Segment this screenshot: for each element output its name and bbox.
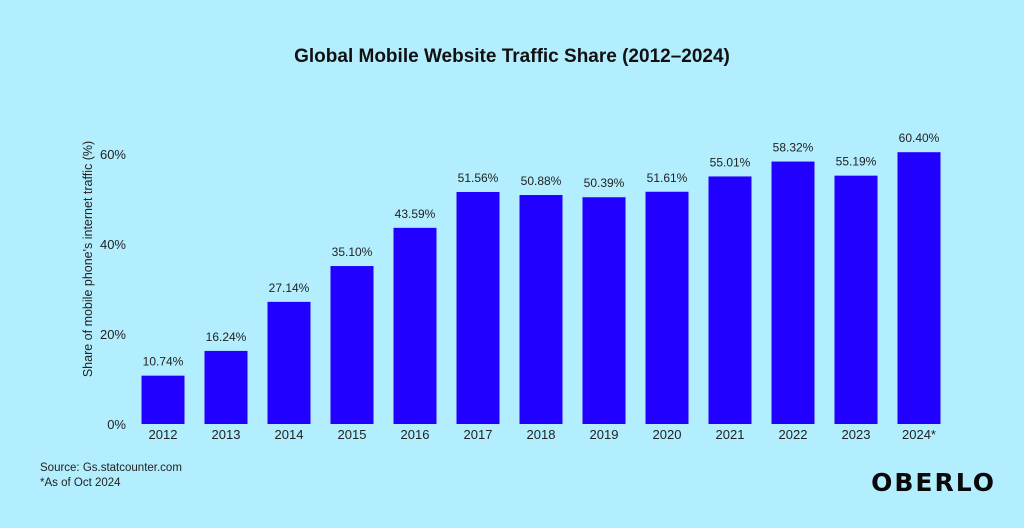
data-labels: 10.74% 16.24% 27.14% 35.10% 43.59% 51.56% 50.8… bbox=[143, 131, 940, 368]
x-tick-label: 2013 bbox=[212, 427, 241, 442]
y-tick-label: 20% bbox=[100, 327, 126, 342]
bar bbox=[771, 161, 815, 424]
data-label: 35.10% bbox=[332, 245, 373, 259]
y-tick-label: 60% bbox=[100, 147, 126, 162]
data-label: 43.59% bbox=[395, 207, 436, 221]
data-label: 60.40% bbox=[899, 131, 940, 145]
bar bbox=[582, 197, 626, 424]
data-label: 51.56% bbox=[458, 171, 499, 185]
y-axis-label: Share of mobile phone's internet traffic… bbox=[81, 141, 95, 377]
x-tick-label: 2012 bbox=[149, 427, 178, 442]
bar bbox=[834, 175, 878, 424]
oberlo-logo[interactable]: OBERLO bbox=[871, 468, 996, 497]
data-label: 51.61% bbox=[647, 171, 688, 185]
bar bbox=[456, 191, 500, 424]
bar bbox=[645, 191, 689, 424]
x-axis-ticks: 2012 2013 2014 2015 2016 2017 2018 2019 2020 2021… bbox=[149, 427, 936, 442]
data-label: 16.24% bbox=[206, 330, 247, 344]
x-tick-label: 2019 bbox=[590, 427, 619, 442]
x-tick-label: 2023 bbox=[842, 427, 871, 442]
x-tick-label: 2016 bbox=[401, 427, 430, 442]
footnotes: Source: Gs.statcounter.com *As of Oct 20… bbox=[40, 461, 182, 491]
date-note: *As of Oct 2024 bbox=[40, 477, 121, 489]
data-label: 50.88% bbox=[521, 174, 562, 188]
bar bbox=[897, 152, 941, 424]
bar bbox=[519, 195, 563, 424]
y-tick-label: 40% bbox=[100, 237, 126, 252]
bar bbox=[267, 301, 311, 424]
data-label: 27.14% bbox=[269, 281, 310, 295]
x-tick-label: 2024* bbox=[902, 427, 936, 442]
y-tick-label: 0% bbox=[107, 417, 126, 432]
x-tick-label: 2022 bbox=[779, 427, 808, 442]
data-label: 10.74% bbox=[143, 355, 184, 369]
source-note: Source: Gs.statcounter.com bbox=[40, 462, 182, 474]
data-label: 55.01% bbox=[710, 155, 751, 169]
x-tick-label: 2021 bbox=[716, 427, 745, 442]
data-label: 58.32% bbox=[773, 141, 814, 155]
x-tick-label: 2020 bbox=[653, 427, 682, 442]
y-axis-ticks: 0% 20% 40% 60% bbox=[100, 147, 126, 432]
bars bbox=[141, 152, 941, 424]
x-tick-label: 2014 bbox=[275, 427, 304, 442]
data-label: 50.39% bbox=[584, 176, 625, 190]
bar bbox=[393, 227, 437, 424]
x-tick-label: 2017 bbox=[464, 427, 493, 442]
data-label: 55.19% bbox=[836, 155, 877, 169]
x-tick-label: 2015 bbox=[338, 427, 367, 442]
bar bbox=[141, 375, 185, 424]
bar bbox=[330, 266, 374, 424]
x-tick-label: 2018 bbox=[527, 427, 556, 442]
bar bbox=[708, 176, 752, 424]
chart-title: Global Mobile Website Traffic Share (201… bbox=[294, 46, 730, 67]
bar bbox=[204, 350, 248, 424]
